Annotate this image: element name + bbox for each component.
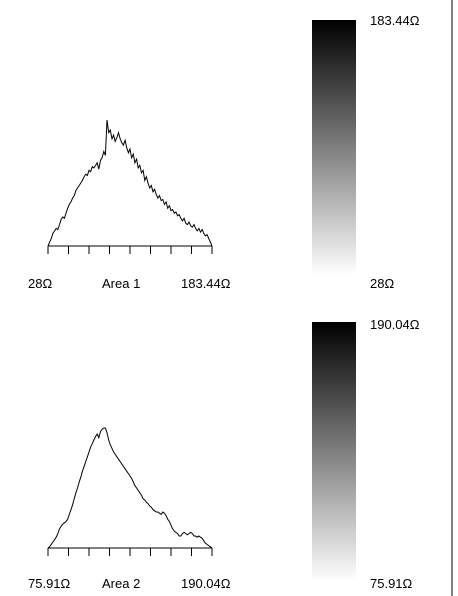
x-axis-2 [47,547,213,556]
x-axis-1 [47,245,213,254]
x-min-label-2: 75.91Ω [28,576,71,591]
distribution-curve-1 [47,119,213,247]
x-axis-label-2: Area 2 [102,576,140,591]
colorbar-1 [312,20,356,276]
colorbar-min-label-1: 28Ω [370,276,394,291]
colorbar-min-label-2: 75.91Ω [370,576,413,591]
x-max-label-2: 190.04Ω [181,576,231,591]
x-max-label-1: 183.44Ω [181,276,231,291]
panel-2: 75.91Ω Area 2 190.04Ω 190.04Ω 75.91Ω [28,317,420,591]
colorbar-max-label-1: 183.44Ω [370,13,420,28]
x-min-label-1: 28Ω [28,276,52,291]
panel-1: 28Ω Area 1 183.44Ω 183.44Ω 28Ω [28,13,420,291]
distribution-curve-2 [47,427,213,549]
x-axis-label-1: Area 1 [102,276,140,291]
colorbar-2 [312,322,356,582]
colorbar-max-label-2: 190.04Ω [370,317,420,332]
